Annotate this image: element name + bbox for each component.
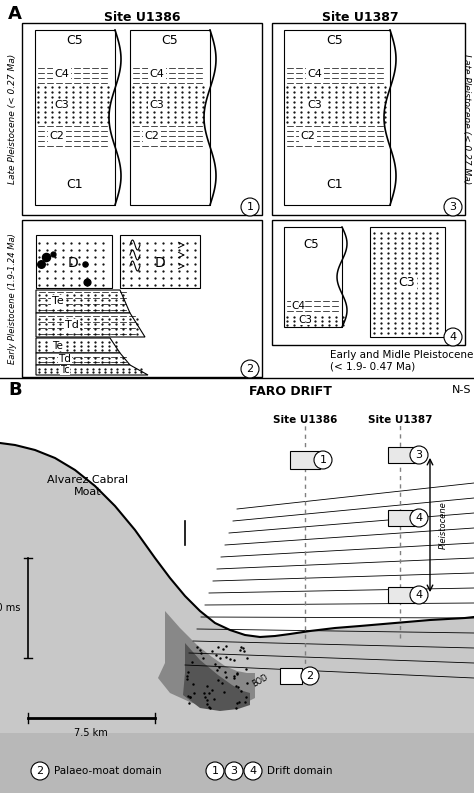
Text: Late Pleistocene (< 0.27 Ma): Late Pleistocene (< 0.27 Ma): [9, 54, 18, 184]
Text: D: D: [155, 256, 165, 270]
Text: C4: C4: [150, 69, 164, 79]
Text: 4: 4: [449, 332, 456, 342]
Text: C4: C4: [291, 301, 305, 311]
Bar: [0, 733, 474, 793]
Text: C5: C5: [67, 35, 83, 48]
Polygon shape: [36, 313, 145, 337]
Circle shape: [444, 198, 462, 216]
Polygon shape: [158, 611, 255, 706]
Text: B: B: [8, 381, 22, 399]
Polygon shape: [36, 353, 130, 365]
Text: 3: 3: [416, 450, 422, 460]
Text: C5: C5: [162, 35, 178, 48]
Circle shape: [301, 667, 319, 685]
Text: BOD: BOD: [251, 673, 270, 689]
Text: C3: C3: [399, 277, 415, 289]
Text: Pleistocene: Pleistocene: [438, 501, 447, 549]
Bar: [22, 220, 262, 377]
Text: C5: C5: [303, 239, 319, 251]
Bar: [280, 668, 302, 684]
Polygon shape: [36, 338, 120, 353]
Circle shape: [444, 328, 462, 346]
Text: 250 ms: 250 ms: [0, 603, 20, 613]
Text: D: D: [68, 256, 78, 270]
Text: 2: 2: [246, 364, 254, 374]
Bar: [120, 235, 200, 288]
Text: 3: 3: [449, 202, 456, 212]
Bar: [388, 510, 416, 526]
Circle shape: [244, 762, 262, 780]
Text: C1: C1: [327, 178, 343, 191]
Text: N-S: N-S: [452, 385, 472, 395]
Circle shape: [31, 762, 49, 780]
Circle shape: [314, 451, 332, 469]
Bar: [284, 30, 390, 205]
Text: Te: Te: [52, 296, 64, 306]
Text: 3: 3: [230, 766, 237, 776]
Polygon shape: [36, 365, 148, 375]
Circle shape: [225, 762, 243, 780]
Bar: [272, 23, 465, 215]
Text: Early Pleistocene (1.9-1.24 Ma): Early Pleistocene (1.9-1.24 Ma): [9, 234, 18, 365]
Text: 1: 1: [211, 766, 219, 776]
Text: C1: C1: [67, 178, 83, 191]
Bar: [370, 227, 445, 337]
Bar: [22, 23, 262, 215]
Bar: [272, 220, 465, 345]
Text: Td: Td: [59, 354, 72, 364]
Circle shape: [410, 586, 428, 604]
Text: 4: 4: [415, 513, 422, 523]
Polygon shape: [0, 378, 474, 637]
Text: C3: C3: [298, 315, 312, 325]
Circle shape: [241, 198, 259, 216]
Text: Td: Td: [65, 320, 79, 330]
Text: C4: C4: [308, 69, 322, 79]
Text: C5: C5: [327, 35, 343, 48]
Text: C3: C3: [150, 100, 164, 110]
Text: C3: C3: [308, 100, 322, 110]
Bar: [0, 378, 474, 793]
Text: Site U1386: Site U1386: [104, 11, 180, 24]
Text: C2: C2: [301, 131, 315, 141]
Text: Drift domain: Drift domain: [267, 766, 332, 776]
Circle shape: [410, 446, 428, 464]
Text: 2: 2: [306, 671, 314, 681]
Bar: [130, 30, 210, 205]
Text: Tc: Tc: [60, 365, 70, 375]
Bar: [290, 451, 320, 469]
Text: C2: C2: [50, 131, 64, 141]
Text: Early and Midle Pleistocene
(< 1.9- 0.47 Ma): Early and Midle Pleistocene (< 1.9- 0.47…: [330, 350, 474, 372]
Text: 1: 1: [319, 455, 327, 465]
Text: 4: 4: [249, 766, 256, 776]
Text: 7.5 km: 7.5 km: [74, 728, 108, 738]
Text: Site U1387: Site U1387: [322, 11, 398, 24]
Bar: [388, 587, 416, 603]
Text: FARO DRIFT: FARO DRIFT: [248, 385, 331, 398]
Text: C3: C3: [55, 100, 69, 110]
Bar: [36, 235, 112, 288]
Text: Site U1386: Site U1386: [273, 415, 337, 425]
Bar: [284, 227, 342, 327]
Text: C2: C2: [145, 131, 159, 141]
Bar: [388, 447, 416, 463]
Text: Late Pleistocene (< 0.27 Ma): Late Pleistocene (< 0.27 Ma): [463, 54, 472, 184]
Text: C4: C4: [55, 69, 69, 79]
Polygon shape: [183, 643, 250, 711]
Text: 4: 4: [415, 590, 422, 600]
Text: 2: 2: [36, 766, 44, 776]
Text: Site U1387: Site U1387: [368, 415, 432, 425]
Text: A: A: [8, 5, 22, 23]
Text: Te: Te: [53, 341, 64, 351]
Circle shape: [410, 509, 428, 527]
Text: 1: 1: [246, 202, 254, 212]
Text: Palaeo-moat domain: Palaeo-moat domain: [54, 766, 162, 776]
Polygon shape: [36, 290, 130, 313]
Circle shape: [241, 360, 259, 378]
Bar: [35, 30, 115, 205]
Circle shape: [206, 762, 224, 780]
Text: Alvarez Cabral
Moat: Alvarez Cabral Moat: [47, 475, 128, 496]
